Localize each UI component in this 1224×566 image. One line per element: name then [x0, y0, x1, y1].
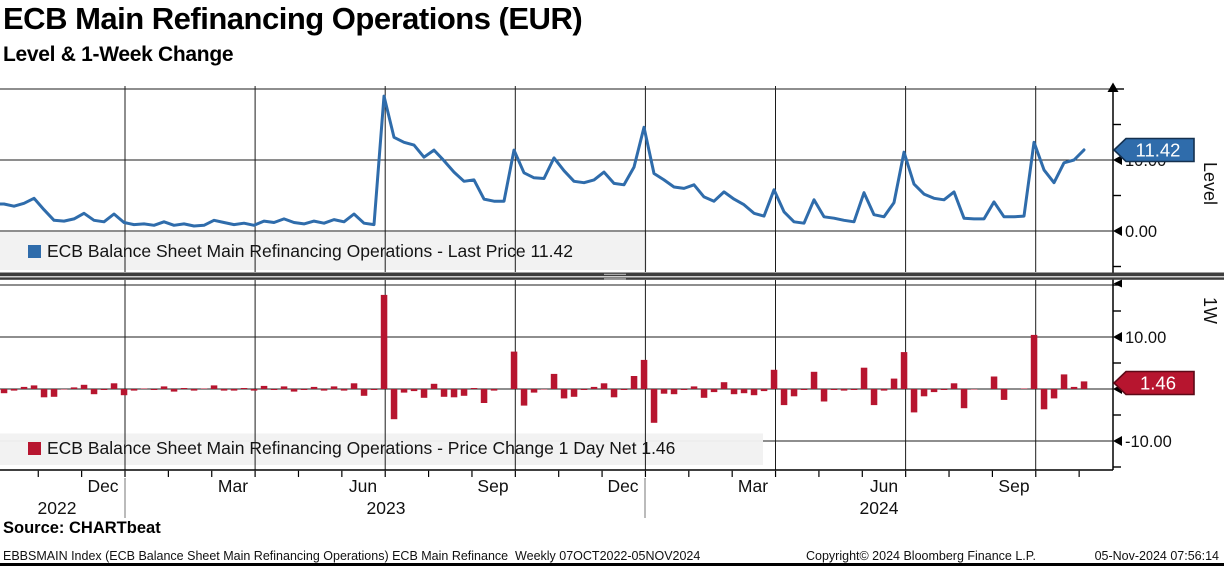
legend-level-text: ECB Balance Sheet Main Refinancing Opera…: [47, 241, 573, 261]
source-line: Source: CHARTbeat: [3, 519, 161, 537]
x-axis-month-labels: Dec Mar Jun Sep Dec Mar Jun Sep: [87, 476, 1029, 496]
x-axis-year-labels: 2022 2023 2024: [38, 498, 899, 518]
panel-splitter[interactable]: [0, 272, 1224, 280]
svg-text:Dec: Dec: [607, 476, 638, 496]
oneweek-axis-title: 1W: [1200, 297, 1220, 324]
svg-text:Sep: Sep: [998, 476, 1029, 496]
svg-text:2022: 2022: [38, 498, 77, 518]
svg-text:Mar: Mar: [218, 476, 248, 496]
last-level-tag: 11.42: [1112, 137, 1195, 163]
svg-text:Sep: Sep: [477, 476, 508, 496]
footer-copyright: Copyright© 2024 Bloomberg Finance L.P.: [806, 549, 1036, 563]
svg-text:Jun: Jun: [349, 476, 377, 496]
page-title: ECB Main Refinancing Operations (EUR): [3, 1, 583, 36]
level-series-swatch-icon: [28, 245, 41, 258]
svg-text:0.00: 0.00: [1125, 223, 1157, 241]
change-series-swatch-icon: [28, 442, 41, 455]
svg-text:-10.00: -10.00: [1125, 433, 1172, 451]
legend-level-series[interactable]: ECB Balance Sheet Main Refinancing Opera…: [0, 233, 647, 270]
svg-text:2023: 2023: [367, 498, 406, 518]
grid-layer: [0, 86, 1113, 470]
footer-timestamp: 05-Nov-2024 07:56:14: [1094, 549, 1219, 563]
legend-change-text: ECB Balance Sheet Main Refinancing Opera…: [47, 438, 676, 458]
svg-text:10.00: 10.00: [1125, 329, 1166, 347]
page-subtitle: Level & 1-Week Change: [3, 43, 234, 66]
footer-security-info: EBBSMAIN Index (ECB Balance Sheet Main R…: [3, 549, 701, 563]
svg-text:2024: 2024: [860, 498, 899, 518]
bottom-border: [0, 563, 1224, 566]
last-level-value: 11.42: [1136, 140, 1181, 161]
svg-text:Dec: Dec: [87, 476, 118, 496]
level-axis-title: Level: [1200, 162, 1220, 205]
series-layer: [0, 94, 1088, 423]
svg-text:Mar: Mar: [738, 476, 768, 496]
last-change-tag: 1.46: [1112, 370, 1195, 396]
last-change-value: 1.46: [1140, 373, 1176, 394]
legend-change-series[interactable]: ECB Balance Sheet Main Refinancing Opera…: [0, 433, 763, 464]
svg-text:Jun: Jun: [870, 476, 898, 496]
